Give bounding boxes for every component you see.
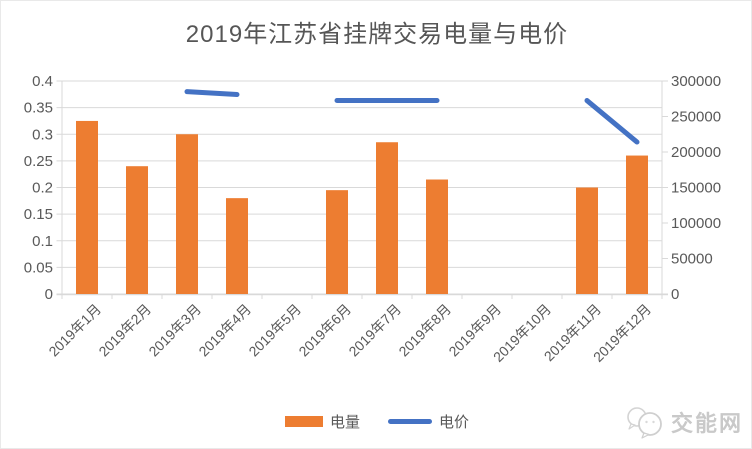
y-axis-left-tick-label: 0.15 <box>24 206 53 223</box>
volume-bar-swatch-icon <box>284 416 323 427</box>
y-axis-right-tick-label: 0 <box>671 286 679 303</box>
y-axis-right-tick-label: 150000 <box>671 180 721 197</box>
bar-month-4 <box>226 198 248 294</box>
bar-month-12 <box>626 155 648 294</box>
x-axis-label: 2019年2月 <box>95 301 154 360</box>
legend-label-volume: 电量 <box>329 414 360 431</box>
x-axis-label: 2019年3月 <box>145 301 204 360</box>
y-axis-left-tick-label: 0.35 <box>24 100 53 117</box>
x-axis-label: 2019年7月 <box>345 301 404 360</box>
bar-month-11 <box>576 187 598 294</box>
y-axis-left-tick-label: 0.1 <box>32 233 53 250</box>
watermark: 交能网 <box>623 405 743 439</box>
y-axis-left-tick-label: 0 <box>45 286 53 303</box>
bar-month-1 <box>76 120 98 294</box>
y-axis-left-tick-label: 0.3 <box>32 126 53 143</box>
bar-month-7 <box>376 142 398 294</box>
bar-month-2 <box>126 166 148 294</box>
x-axis-label: 2019年6月 <box>295 301 354 360</box>
y-axis-left-tick-label: 0.25 <box>24 153 53 170</box>
y-axis-right-tick-label: 100000 <box>671 215 721 232</box>
legend-item-price: 电价 <box>388 411 469 432</box>
speech-bubbles-icon <box>627 407 662 439</box>
legend: 电量 电价 <box>1 411 751 432</box>
chart-title: 2019年江苏省挂牌交易电量与电价 <box>185 21 569 48</box>
y-axis-left-tick-label: 0.4 <box>32 73 53 90</box>
watermark-text: 交能网 <box>670 411 743 436</box>
y-axis-left-tick-label: 0.2 <box>32 180 53 197</box>
x-axis-label: 2019年8月 <box>395 301 454 360</box>
y-axis-right-tick-label: 200000 <box>671 144 721 161</box>
legend-item-volume: 电量 <box>284 411 360 432</box>
price-line-segment <box>584 98 640 145</box>
x-axis-label: 2019年1月 <box>45 301 104 360</box>
price-line-segment <box>184 89 240 97</box>
price-line-swatch-icon <box>388 419 432 424</box>
bar-month-3 <box>176 134 198 294</box>
x-axis-label: 2019年5月 <box>245 301 304 360</box>
y-axis-left-tick-label: 0.05 <box>24 259 53 276</box>
bar-month-8 <box>426 179 448 294</box>
y-axis-right-tick-label: 250000 <box>671 109 721 126</box>
bar-month-6 <box>326 190 348 294</box>
y-axis-right-tick-label: 50000 <box>671 251 713 268</box>
legend-label-price: 电价 <box>439 414 470 431</box>
x-axis-label: 2019年4月 <box>195 301 254 360</box>
y-axis-right-tick-label: 300000 <box>671 73 721 90</box>
